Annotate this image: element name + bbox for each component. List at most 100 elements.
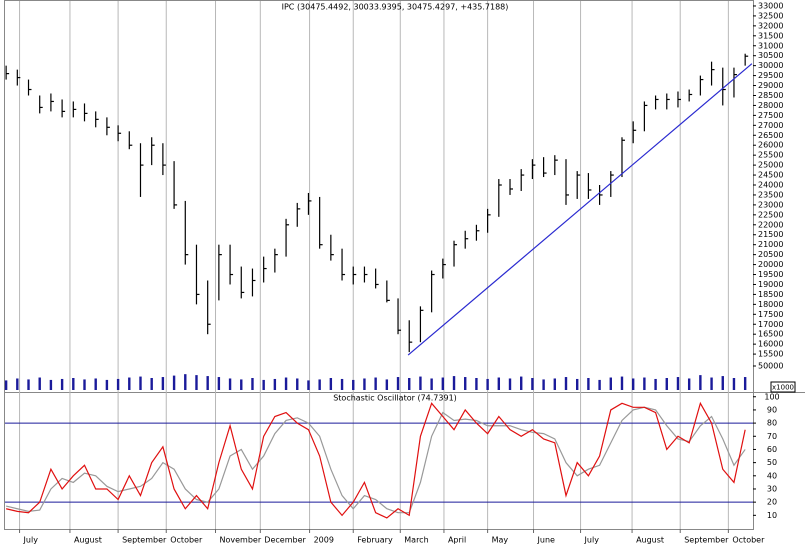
- volume-bar: [273, 378, 277, 390]
- y-tick-label: 26500: [758, 131, 783, 140]
- x-tick-label: July: [23, 536, 39, 545]
- volume-bar: [441, 377, 445, 390]
- volume-bar: [553, 378, 557, 390]
- volume-bar: [139, 376, 142, 390]
- y-tick-label: 17000: [758, 320, 783, 329]
- x-tick-label: March: [404, 536, 428, 545]
- y-tick-label: 20500: [758, 250, 783, 259]
- volume-bar: [609, 377, 612, 390]
- x-tick-label: October: [732, 536, 765, 545]
- y-tick-label: 22500: [758, 210, 783, 219]
- grid: [19, 1, 729, 533]
- volume-bar: [475, 378, 478, 390]
- volume-bar: [296, 378, 299, 390]
- volume-bar: [643, 377, 646, 390]
- x-tick-label: June: [537, 536, 556, 545]
- y-tick-label: 10: [767, 511, 777, 520]
- y-tick-label: 28000: [758, 101, 783, 110]
- volume-bar: [452, 376, 456, 390]
- y-tick-label: 17500: [758, 310, 783, 319]
- oscillator-line: [5, 406, 746, 514]
- volume-bar: [217, 377, 221, 390]
- volume-bar: [307, 380, 310, 390]
- y-tick-label: 22000: [758, 220, 783, 229]
- volume-unit: x1000: [772, 384, 794, 392]
- volume-bar: [710, 377, 713, 390]
- volume-bar: [408, 378, 411, 390]
- volume-bar: [587, 378, 590, 390]
- volume-bar: [531, 378, 534, 390]
- y-tick-label: 33000: [758, 1, 783, 10]
- volume-bar: [4, 380, 8, 390]
- volume-bar: [72, 378, 75, 390]
- x-tick-label: September: [122, 536, 167, 545]
- y-tick-label: 19000: [758, 280, 783, 289]
- volume-bar: [542, 379, 545, 390]
- y-tick-label: 50: [767, 458, 777, 467]
- oscillator-line: [5, 401, 746, 519]
- volume-bar: [687, 378, 691, 390]
- volume-bar: [486, 378, 489, 390]
- volume-bar: [374, 377, 377, 390]
- y-tick-label: 18500: [758, 290, 783, 299]
- y-tick-label: 70: [767, 432, 777, 441]
- volume-bar: [172, 375, 176, 390]
- volume-bar: [363, 378, 366, 390]
- y-tick-label: 29500: [758, 71, 783, 80]
- y-tick-label: 21000: [758, 240, 783, 249]
- volume-bar: [318, 379, 321, 390]
- volume-bar: [228, 378, 232, 390]
- volume-bar: [699, 375, 702, 390]
- y-tick-label: 16000: [758, 340, 783, 349]
- y-tick-label: 15500: [758, 350, 783, 359]
- volume-bar: [329, 378, 333, 390]
- y-tick-label: 25500: [758, 151, 783, 160]
- y-tick-label: 30000: [758, 61, 783, 70]
- y-tick-label: 27500: [758, 111, 783, 120]
- frame: [4, 0, 754, 530]
- volume-bar: [352, 379, 355, 390]
- y-tick-label: 30500: [758, 51, 783, 60]
- y-tick-label: 24000: [758, 181, 783, 190]
- volume-bar: [27, 379, 30, 390]
- y-tick-label: 25000: [758, 161, 783, 170]
- volume-bar: [150, 378, 153, 390]
- x-tick-label: December: [264, 536, 306, 545]
- y-tick-label: 50000: [758, 362, 783, 371]
- y-tick-label: 27000: [758, 121, 783, 130]
- y-tick-label: 20000: [758, 260, 783, 269]
- volume-bar: [430, 378, 433, 390]
- volume-bar: [665, 378, 668, 390]
- volume-bar: [116, 378, 120, 390]
- volume-bar: [251, 378, 254, 390]
- oscillator-title: Stochastic Oscillator (74.7391): [333, 394, 457, 403]
- y-tick-label: 40: [767, 471, 777, 480]
- volume-bar: [262, 379, 265, 390]
- volume-bar: [128, 377, 131, 390]
- y-tick-label: 80: [767, 419, 777, 428]
- volume-bar: [497, 377, 501, 390]
- volume-bar: [598, 379, 601, 390]
- volume-bar: [284, 377, 288, 390]
- y-tick-label: 16500: [758, 330, 783, 339]
- volume-bar: [654, 378, 657, 390]
- y-tick-label: 28500: [758, 91, 783, 100]
- x-tick-label: October: [170, 536, 203, 545]
- x-tick-label: May: [492, 536, 509, 545]
- y-tick-label: 32500: [758, 11, 783, 20]
- volume-bar: [184, 374, 187, 390]
- y-tick-label: 19500: [758, 270, 783, 279]
- chart-title: IPC (30475.4492, 30033.9395, 30475.4297,…: [282, 3, 509, 12]
- y-tick-label: 18000: [758, 300, 783, 309]
- volume-bar: [94, 378, 97, 390]
- volume-bar: [508, 378, 512, 390]
- y-tick-label: 60: [767, 445, 777, 454]
- volume-bar: [60, 378, 64, 390]
- y-tick-label: 31500: [758, 31, 783, 40]
- x-tick-label: July: [584, 536, 600, 545]
- y-tick-label: 20: [767, 498, 777, 507]
- volume-bar: [676, 377, 680, 390]
- y-tick-label: 29000: [758, 81, 783, 90]
